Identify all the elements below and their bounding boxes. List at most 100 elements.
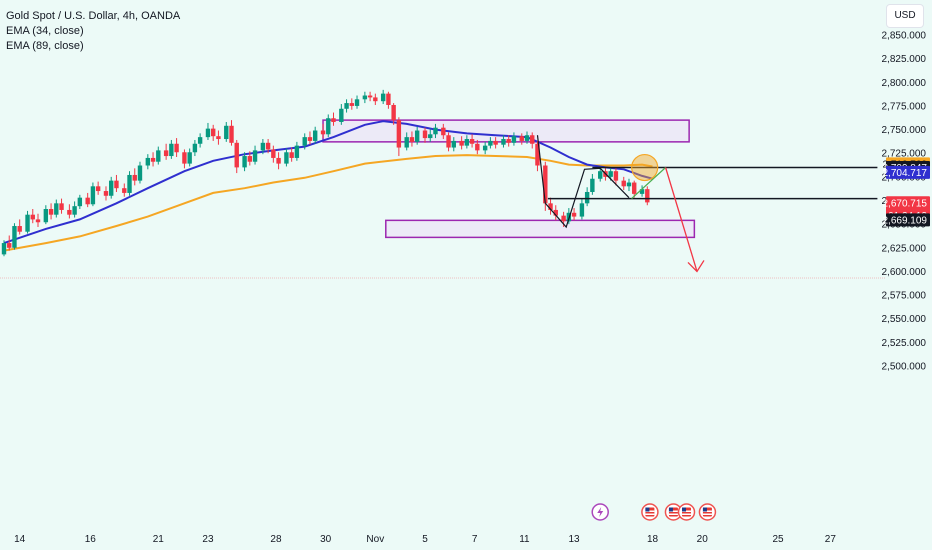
us-flag-stripe bbox=[668, 510, 678, 512]
candle-body bbox=[302, 137, 307, 146]
us-flag-stripe bbox=[682, 513, 692, 515]
x-axis-tick-label: 11 bbox=[519, 534, 530, 545]
candle-body bbox=[103, 191, 109, 196]
candle-body bbox=[127, 174, 132, 193]
candle-body bbox=[331, 118, 336, 123]
candle-body bbox=[543, 165, 548, 204]
candle-body bbox=[234, 142, 239, 168]
candle-body bbox=[404, 137, 409, 148]
candle-body bbox=[197, 137, 203, 144]
candle-body bbox=[524, 135, 530, 141]
us-flag-stripe bbox=[682, 510, 692, 512]
candle-body bbox=[349, 103, 354, 106]
candle-body bbox=[48, 209, 54, 215]
candle-body bbox=[441, 127, 446, 136]
candle-body bbox=[428, 134, 433, 139]
candle-body bbox=[621, 180, 626, 187]
candle-body bbox=[561, 215, 566, 222]
y-axis-tick-label: 2,825.000 bbox=[882, 54, 927, 65]
candle-body bbox=[294, 145, 300, 158]
candle-body bbox=[265, 142, 271, 150]
x-axis-tick-label: 13 bbox=[569, 534, 581, 545]
candle-body bbox=[422, 130, 428, 139]
y-axis-tick-label: 2,525.000 bbox=[882, 338, 927, 349]
candle-body bbox=[464, 139, 470, 146]
candle-body bbox=[163, 150, 169, 157]
us-flag-stripe bbox=[645, 510, 655, 512]
candle-body bbox=[205, 128, 211, 138]
candle-body bbox=[626, 182, 632, 187]
candle-body bbox=[224, 125, 229, 140]
candle-body bbox=[95, 186, 101, 192]
us-flag-stripe bbox=[668, 513, 678, 515]
candle-body bbox=[598, 171, 603, 179]
candle-body bbox=[553, 209, 558, 216]
candle-body bbox=[67, 209, 72, 215]
y-axis-tick-label: 2,850.000 bbox=[882, 31, 927, 42]
candle-body bbox=[501, 139, 506, 145]
candle-body bbox=[252, 150, 258, 162]
candle-body bbox=[645, 189, 650, 203]
candle-body bbox=[109, 180, 114, 196]
candle-body bbox=[451, 140, 456, 148]
x-axis-tick-label: Nov bbox=[366, 534, 384, 545]
candle-body bbox=[326, 118, 331, 135]
candle-body bbox=[59, 203, 64, 210]
candle-body bbox=[632, 182, 637, 194]
currency-button[interactable]: USD bbox=[887, 5, 923, 27]
candle-body bbox=[90, 186, 96, 205]
price-tag-value: 2,669.109 bbox=[883, 215, 928, 226]
x-axis-tick-label: 25 bbox=[772, 534, 784, 545]
candle-body bbox=[488, 140, 493, 146]
price-tag bbox=[886, 165, 930, 179]
candle-body bbox=[414, 130, 420, 142]
candle-body bbox=[344, 103, 349, 109]
us-flag-canton bbox=[645, 507, 650, 512]
price-tag-value: 2,704.717 bbox=[883, 168, 928, 179]
x-axis-tick-label: 16 bbox=[85, 534, 97, 545]
zone-rect bbox=[322, 119, 690, 143]
y-axis-tick-label: 2,800.000 bbox=[882, 78, 927, 89]
us-flag-canton bbox=[682, 507, 687, 512]
x-axis-tick-label: 7 bbox=[472, 534, 478, 545]
candle-body bbox=[132, 174, 137, 181]
ema89-legend[interactable]: EMA (89, close) bbox=[6, 40, 84, 52]
candle-body bbox=[247, 156, 253, 162]
y-axis-tick-label: 2,750.000 bbox=[882, 125, 927, 136]
candle-body bbox=[409, 137, 415, 142]
candle-body bbox=[72, 206, 77, 215]
x-axis-tick-label: 23 bbox=[202, 534, 214, 545]
candle-body bbox=[312, 130, 318, 141]
candle-body bbox=[187, 152, 192, 164]
y-axis-tick-label: 2,500.000 bbox=[882, 361, 927, 372]
candle-body bbox=[386, 93, 391, 105]
candle-body bbox=[229, 125, 234, 143]
candle-body bbox=[137, 165, 143, 181]
candle-body bbox=[1, 243, 7, 255]
projection-up-line bbox=[631, 167, 667, 200]
ema34-legend[interactable]: EMA (34, close) bbox=[6, 25, 84, 37]
candle-body bbox=[506, 139, 511, 143]
zone-rect bbox=[385, 219, 696, 239]
candle-body bbox=[54, 203, 59, 215]
y-axis-tick-label: 2,575.000 bbox=[882, 291, 927, 302]
y-axis-tick-label: 2,775.000 bbox=[882, 101, 927, 112]
us-flag-stripe bbox=[702, 513, 712, 515]
candle-body bbox=[339, 108, 344, 123]
lightning-icon bbox=[597, 507, 604, 517]
price-tag-value: 2,670.715 bbox=[883, 198, 928, 209]
candle-body bbox=[493, 140, 498, 145]
chart-legend: Gold Spot / U.S. Dollar, 4h, OANDA EMA (… bbox=[6, 9, 180, 54]
arrow-head bbox=[687, 260, 705, 273]
candle-body bbox=[260, 142, 266, 151]
candle-body bbox=[174, 143, 179, 153]
us-flag-stripe bbox=[702, 510, 712, 512]
candle-body bbox=[584, 191, 590, 204]
candle-body bbox=[211, 128, 216, 137]
candle-body bbox=[354, 99, 360, 106]
ema34-line bbox=[3, 120, 653, 245]
candle-body bbox=[25, 214, 30, 232]
candle-body bbox=[535, 143, 540, 166]
symbol-title[interactable]: Gold Spot / U.S. Dollar, 4h, OANDA bbox=[6, 10, 181, 22]
